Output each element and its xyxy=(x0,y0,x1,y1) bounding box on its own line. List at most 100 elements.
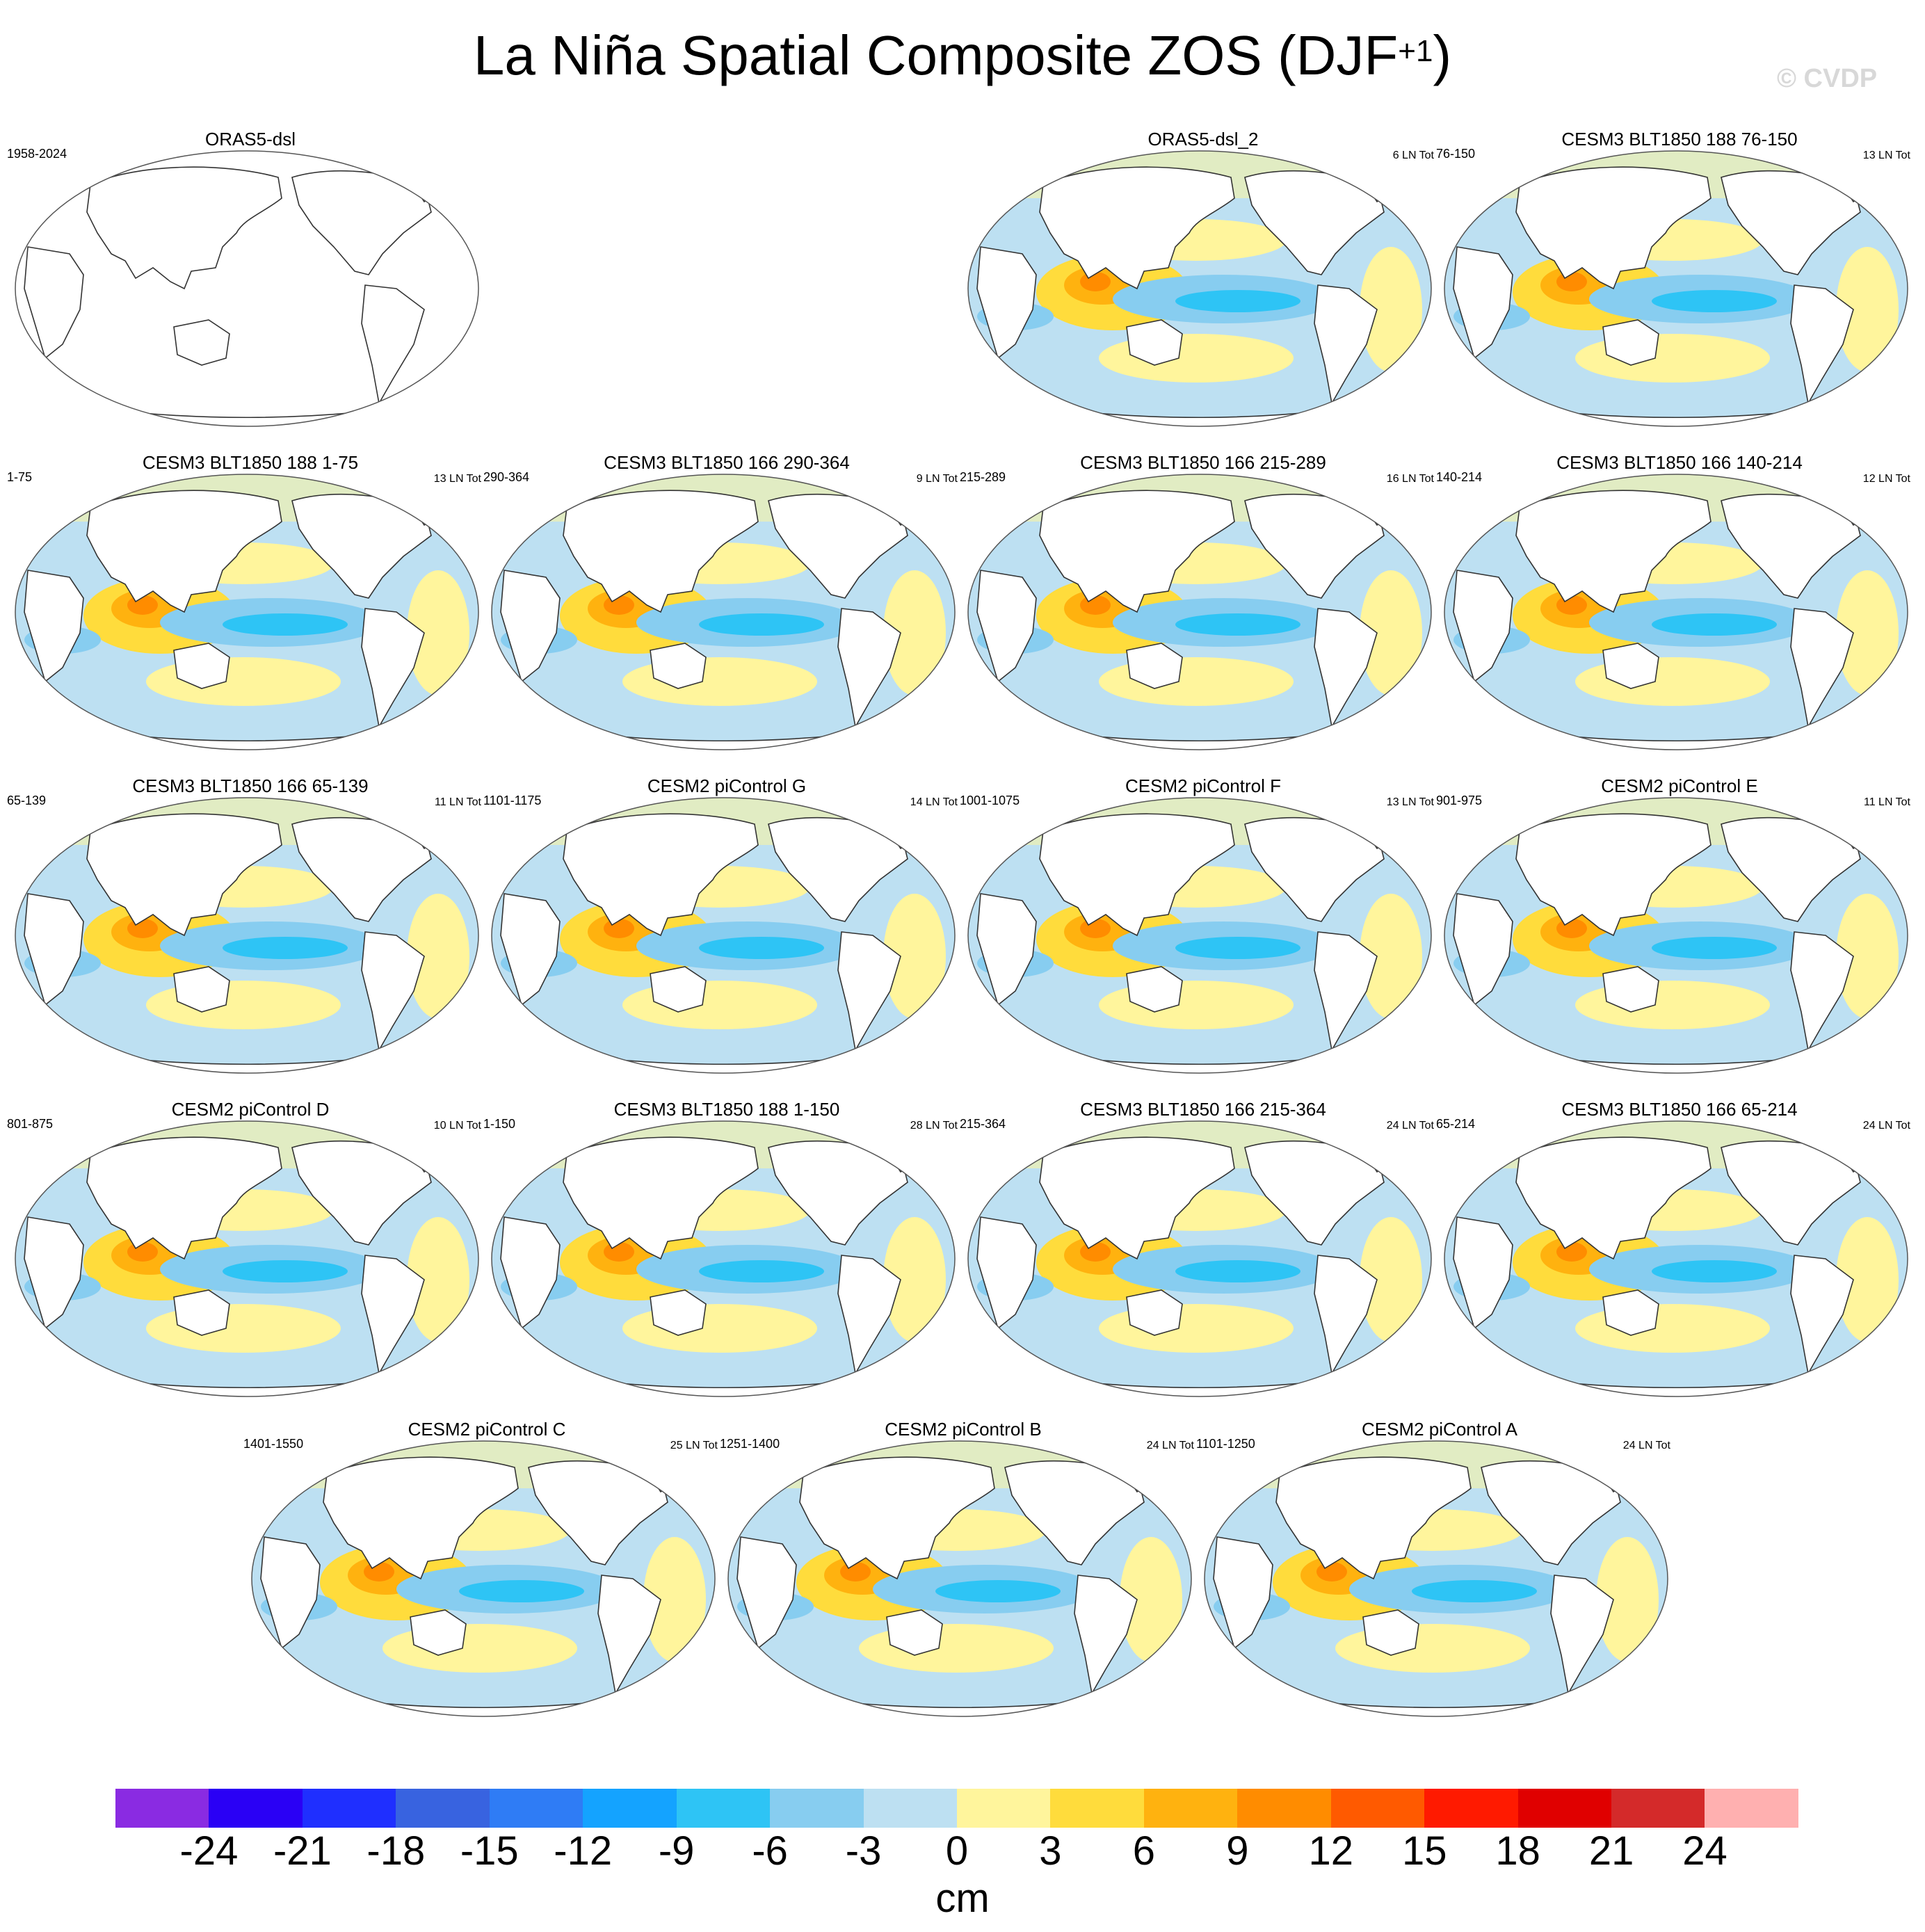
map-border xyxy=(251,1440,716,1717)
africa-continent xyxy=(1213,1536,1273,1650)
africa-continent xyxy=(1453,893,1513,1006)
colorbar-tick-label: -24 xyxy=(179,1828,239,1874)
colorbar-swatch xyxy=(1517,1789,1611,1828)
colorbar-swatch xyxy=(1424,1789,1518,1828)
map-border xyxy=(15,150,479,427)
map-panel: CESM2 piControl B 1251-1400 24 LN Tot xyxy=(720,1419,1194,1746)
south-america-continent xyxy=(1550,1575,1614,1696)
panel-years: 65-139 xyxy=(7,794,47,807)
panel-title: CESM3 BLT1850 166 290-364 xyxy=(604,452,850,473)
australia-continent xyxy=(1602,966,1659,1013)
panel-event-count: 14 LN Tot xyxy=(910,796,958,808)
map-field xyxy=(492,798,955,1073)
panel-years: 1251-1400 xyxy=(720,1437,780,1451)
map-panel: CESM2 piControl C 1401-1550 25 LN Tot xyxy=(243,1419,718,1746)
map-border xyxy=(1444,797,1908,1074)
panel-title: CESM2 piControl B xyxy=(885,1419,1042,1440)
asia-continent xyxy=(1515,490,1711,613)
map-field xyxy=(15,798,478,1073)
asia-continent xyxy=(1039,813,1235,937)
africa-continent xyxy=(976,893,1037,1006)
panel-title: CESM2 piControl A xyxy=(1362,1419,1517,1440)
map-border xyxy=(1204,1440,1668,1717)
map-border xyxy=(15,474,479,750)
asia-continent xyxy=(86,166,282,290)
panel-years: 1001-1075 xyxy=(960,794,1020,807)
australia-continent xyxy=(886,1609,943,1656)
warm-pool-max xyxy=(364,1562,394,1581)
map-svg xyxy=(1444,150,1908,427)
panel-event-count: 24 LN Tot xyxy=(1862,1120,1910,1132)
colorbar-swatch xyxy=(956,1789,1051,1828)
australia-continent xyxy=(1602,643,1659,689)
east-pacific-cool-core xyxy=(223,937,348,959)
panel-event-count: 25 LN Tot xyxy=(670,1440,718,1451)
asia-continent xyxy=(1039,166,1235,290)
south-america-continent xyxy=(1074,1575,1138,1696)
map-panel: CESM3 BLT1850 166 140-214 140-214 12 LN To… xyxy=(1436,452,1910,779)
east-pacific-cool-core xyxy=(935,1580,1061,1602)
atlantic-warm-band xyxy=(407,1217,469,1342)
panel-title: CESM2 piControl E xyxy=(1601,775,1758,796)
map-svg xyxy=(1444,797,1908,1074)
colorbar-swatch xyxy=(396,1789,490,1828)
warm-pool-max xyxy=(1080,595,1111,615)
map-panel: CESM2 piControl D 801-875 10 LN Tot xyxy=(7,1099,481,1426)
africa-continent xyxy=(1453,570,1513,683)
colorbar-units: cm xyxy=(935,1876,990,1921)
south-america-continent xyxy=(1314,284,1378,405)
atlantic-warm-band xyxy=(1836,570,1899,695)
map-panel: CESM3 BLT1850 188 1-75 1-75 13 LN Tot xyxy=(7,452,481,779)
panel-title: CESM2 piControl D xyxy=(171,1099,330,1120)
colorbar-tick-label: 18 xyxy=(1495,1828,1540,1874)
south-america-continent xyxy=(1314,1255,1378,1376)
east-pacific-cool-core xyxy=(1652,937,1777,959)
map-border xyxy=(1444,1120,1908,1397)
warm-pool-max xyxy=(604,919,634,938)
atlantic-warm-band xyxy=(1836,247,1899,372)
asia-continent xyxy=(1275,1456,1472,1580)
south-america-continent xyxy=(361,1255,425,1376)
map-svg xyxy=(15,150,479,427)
africa-continent xyxy=(24,246,84,360)
map-svg xyxy=(15,474,479,750)
south-america-continent xyxy=(837,608,901,729)
australia-continent xyxy=(650,966,707,1013)
panel-years: 76-150 xyxy=(1436,147,1476,161)
africa-continent xyxy=(24,570,84,683)
panel-event-count: 13 LN Tot xyxy=(1862,150,1910,161)
australia-continent xyxy=(410,1609,467,1656)
atlantic-warm-band xyxy=(883,1217,946,1342)
africa-continent xyxy=(976,246,1037,360)
map-svg xyxy=(491,1120,956,1397)
map-border xyxy=(967,474,1432,750)
warm-pool-max xyxy=(127,1242,158,1262)
south-america-continent xyxy=(361,931,425,1052)
map-svg xyxy=(491,797,956,1074)
africa-continent xyxy=(1453,1216,1513,1330)
map-panel: CESM3 BLT1850 166 215-364 215-364 24 LN To… xyxy=(960,1099,1434,1426)
asia-continent xyxy=(563,1136,759,1260)
map-border xyxy=(491,797,956,1074)
colorbar-ticks: -24 -21 -18 -15 -12 -9 -6 -3 0 3 6 9 12 15 18 21 24 xyxy=(115,1830,1798,1872)
map-svg xyxy=(1444,1120,1908,1397)
colorbar-swatch xyxy=(209,1789,303,1828)
asia-continent xyxy=(563,490,759,613)
warm-pool-max xyxy=(604,1242,634,1262)
australia-continent xyxy=(1126,319,1183,366)
east-pacific-cool-core xyxy=(1175,290,1300,312)
panel-event-count: 9 LN Tot xyxy=(916,473,958,485)
colorbar-swatch xyxy=(863,1789,957,1828)
panel-years: 801-875 xyxy=(7,1117,54,1131)
map-svg xyxy=(967,474,1432,750)
warm-pool-max xyxy=(1556,595,1587,615)
panel-years: 1-150 xyxy=(483,1117,516,1131)
south-america-continent xyxy=(361,608,425,729)
africa-continent xyxy=(736,1536,797,1650)
panel-years: 1101-1250 xyxy=(1196,1437,1255,1451)
map-svg xyxy=(491,474,956,750)
colorbar-tick-label: 15 xyxy=(1401,1828,1447,1874)
panel-event-count: 6 LN Tot xyxy=(1392,150,1434,161)
panel-event-count: 13 LN Tot xyxy=(1386,796,1434,808)
map-border xyxy=(15,1120,479,1397)
